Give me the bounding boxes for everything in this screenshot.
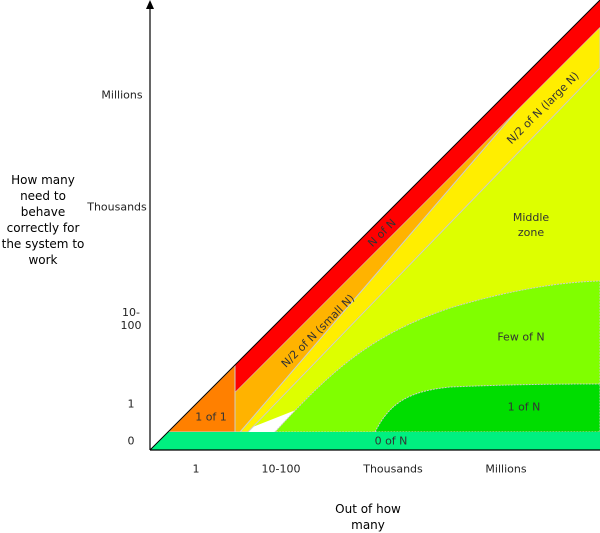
y-tick: Thousands — [87, 200, 147, 214]
zone-label-middle: Middle zone — [512, 211, 550, 239]
y-axis-title: How many need to behave correctly for th… — [1, 173, 85, 267]
zone-label-0-of-n: 0 of N — [374, 434, 408, 448]
x-tick: Thousands — [363, 462, 423, 476]
x-tick: 10-100 — [261, 462, 301, 476]
zero-of-n-region — [150, 432, 600, 450]
x-axis-title: Out of how many — [335, 502, 401, 532]
x-tick: 1 — [192, 462, 200, 476]
y-axis-arrow-icon — [146, 0, 154, 9]
n-of-n-region — [235, 0, 600, 392]
diagonal-line — [149, 0, 600, 451]
x-tick: Millions — [485, 462, 527, 476]
one-of-n-region — [374, 383, 600, 433]
zone-label-1-of-n: 1 of N — [507, 400, 541, 414]
zone-label-1-of-1: 1 of 1 — [195, 410, 227, 424]
y-tick: Millions — [101, 88, 143, 102]
y-tick: 1 — [127, 397, 135, 411]
zone-label-few-of-n: Few of N — [497, 330, 545, 344]
y-tick: 10-100 — [120, 306, 142, 332]
y-tick: 0 — [127, 434, 135, 448]
